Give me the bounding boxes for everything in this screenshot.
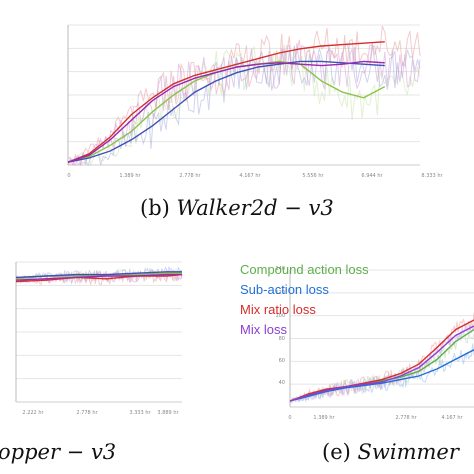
swimmer-x-tick-label: 2.778 hr — [395, 415, 417, 421]
swimmer-y-tick-label: 100 — [275, 313, 285, 319]
swimmer-y-tick-label: 40 — [279, 380, 285, 386]
swimmer-y-tick-label: 60 — [279, 358, 285, 364]
walker-raw-series-0 — [67, 44, 421, 167]
swimmer-caption: (e) Swimmer — [322, 440, 459, 464]
legend-sub-action-loss: Sub-action loss — [240, 282, 329, 297]
walker-x-tick-label: 8.333 hr — [421, 173, 443, 179]
swimmer-x-tick-label: 1.389 hr — [313, 415, 335, 421]
swimmer-x-tick-label: 0 — [288, 415, 291, 421]
swimmer-x-tick-label: 4.167 hr — [441, 415, 463, 421]
walker-x-tick-label: 2.778 hr — [179, 173, 201, 179]
hopper-chart: 2.222 hr 2.778 hr 3.333 hr 3.889 hr — [15, 261, 183, 416]
hopper-series-2 — [15, 273, 183, 283]
swimmer-series-3 — [289, 325, 474, 402]
legend-compound-action-loss: Compound action loss — [240, 262, 369, 277]
hopper-x-tick-label: 3.889 hr — [157, 410, 179, 416]
swimmer-caption-math: Swimmer — [357, 440, 459, 464]
walker-x-tick-label: 5.556 hr — [302, 173, 324, 179]
hopper-chart-panel: 2.222 hr 2.778 hr 3.333 hr 3.889 hr — [0, 252, 190, 430]
hopper-series-3 — [15, 273, 182, 281]
walker-caption-label: (b) — [140, 196, 170, 220]
walker-caption-math: Walker2d − v3 — [176, 196, 334, 220]
swimmer-y-tick-label: 120 — [275, 290, 285, 296]
walker-x-tick-label: 4.167 hr — [239, 173, 261, 179]
swimmer-legend: Compound action loss Sub-action loss Mix… — [240, 260, 369, 340]
swimmer-grid — [290, 269, 474, 408]
walker-x-tick-label: 1.389 hr — [119, 173, 141, 179]
walker-grid — [68, 24, 420, 166]
swimmer-chart: 0 1.389 hr 2.778 hr 4.167 hr 140 120 100 80 60 40 — [275, 266, 474, 421]
hopper-x-tick-label: 2.222 hr — [22, 410, 44, 416]
hopper-x-tick-label: 3.333 hr — [129, 410, 151, 416]
swimmer-caption-label: (e) — [322, 440, 351, 464]
hopper-x-tick-label: 2.778 hr — [76, 410, 98, 416]
legend-mix-loss: Mix loss — [240, 322, 287, 337]
walker-chart: 0 1.389 hr 2.778 hr 4.167 hr 5.556 hr 6.944 h… — [67, 24, 444, 179]
walker-raw-series-3 — [67, 42, 421, 167]
hopper-series-1 — [15, 271, 182, 279]
walker-raw-series-2 — [68, 25, 421, 166]
walker-series-3 — [67, 60, 385, 163]
legend-mix-ratio-loss: Mix ratio loss — [240, 302, 316, 317]
hopper-caption-math: opper − v3 — [0, 440, 117, 464]
swimmer-y-tick-label: 80 — [279, 336, 285, 342]
swimmer-series-2 — [289, 319, 474, 402]
swimmer-series-1 — [289, 349, 474, 402]
walker-x-tick-label: 6.944 hr — [361, 173, 383, 179]
walker-series-1 — [67, 60, 385, 163]
walker-chart-panel: 0 1.389 hr 2.778 hr 4.167 hr 5.556 hr 6.944 h… — [0, 0, 474, 190]
walker-caption: (b) Walker2d − v3 — [140, 196, 334, 220]
swimmer-y-tick-label: 140 — [275, 266, 285, 272]
walker-x-tick-label: 0 — [67, 173, 70, 179]
hopper-caption: opper − v3 — [0, 440, 116, 464]
swimmer-chart-panel: 0 1.389 hr 2.778 hr 4.167 hr 140 120 100 80 60 40 — [216, 252, 474, 430]
walker-series-2 — [67, 41, 385, 163]
